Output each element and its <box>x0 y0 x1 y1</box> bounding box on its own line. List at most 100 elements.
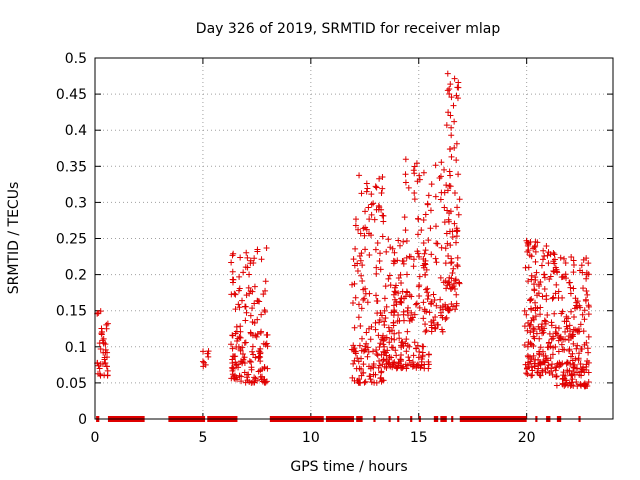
data-point <box>527 329 534 336</box>
data-point <box>453 239 460 246</box>
data-point <box>242 264 249 271</box>
data-point <box>572 295 579 302</box>
data-point <box>249 348 256 355</box>
data-point <box>349 374 356 381</box>
data-point <box>391 308 398 315</box>
data-point <box>363 329 370 336</box>
data-point <box>422 247 429 254</box>
data-point <box>553 382 560 389</box>
data-point <box>237 334 244 341</box>
data-point <box>241 369 248 376</box>
data-point <box>557 254 564 261</box>
data-point <box>373 270 380 277</box>
data-point <box>574 365 581 372</box>
data-point <box>232 359 239 366</box>
data-point <box>553 364 560 371</box>
data-point <box>542 318 549 325</box>
data-point <box>394 257 401 264</box>
data-point <box>428 328 435 335</box>
data-point <box>541 317 548 324</box>
data-point <box>452 276 459 283</box>
data-point <box>562 372 569 379</box>
data-point <box>543 243 550 250</box>
data-point <box>398 280 405 287</box>
data-point <box>448 132 455 139</box>
data-point <box>260 340 267 347</box>
data-point <box>431 324 438 331</box>
data-point <box>359 262 366 269</box>
data-point <box>368 201 375 208</box>
data-point <box>433 302 440 309</box>
data-point <box>246 290 253 297</box>
data-point <box>580 328 587 335</box>
data-point <box>403 336 410 343</box>
y-axis-label: SRMTID / TECUs <box>6 182 22 295</box>
data-point <box>448 275 455 282</box>
data-point <box>95 362 102 369</box>
data-point <box>104 372 111 379</box>
data-point <box>541 274 548 281</box>
data-point <box>416 348 423 355</box>
data-point <box>422 211 429 218</box>
data-point <box>581 316 588 323</box>
data-point <box>538 262 545 269</box>
data-point <box>428 251 435 258</box>
data-point <box>551 256 558 263</box>
data-point <box>562 336 569 343</box>
y-tick-label: 0.4 <box>65 123 87 139</box>
y-tick-label: 0.3 <box>65 195 87 211</box>
data-point <box>424 285 431 292</box>
data-point <box>403 254 410 261</box>
data-point <box>583 363 590 370</box>
data-point <box>399 339 406 346</box>
data-point <box>199 358 206 365</box>
data-point <box>438 159 445 166</box>
data-point <box>532 313 539 320</box>
data-point <box>362 246 369 253</box>
data-point <box>402 179 409 186</box>
data-point <box>552 343 559 350</box>
data-point <box>535 356 542 363</box>
data-point <box>570 340 577 347</box>
data-point <box>583 255 590 262</box>
data-point <box>233 374 240 381</box>
data-point <box>416 293 423 300</box>
data-point <box>360 361 367 368</box>
data-point <box>233 323 240 330</box>
data-point <box>453 302 460 309</box>
data-point <box>374 239 381 246</box>
data-point <box>555 337 562 344</box>
data-point <box>431 296 438 303</box>
data-point <box>373 379 380 386</box>
data-point <box>540 359 547 366</box>
data-point <box>251 300 258 307</box>
data-point <box>432 223 439 230</box>
data-point <box>425 292 432 299</box>
data-point <box>567 328 574 335</box>
data-point <box>450 265 457 272</box>
data-point <box>569 350 576 357</box>
data-point <box>376 358 383 365</box>
data-point <box>251 374 258 381</box>
data-point <box>372 326 379 333</box>
data-point <box>532 299 539 306</box>
data-point <box>259 373 266 380</box>
data-point <box>232 291 239 298</box>
data-point <box>390 257 397 264</box>
data-point <box>443 230 450 237</box>
data-point <box>533 330 540 337</box>
data-point <box>534 305 541 312</box>
data-point <box>448 94 455 101</box>
data-point <box>531 363 538 370</box>
data-point <box>446 182 453 189</box>
data-point <box>543 292 550 299</box>
data-point <box>235 287 242 294</box>
data-point <box>404 307 411 314</box>
data-point <box>405 304 412 311</box>
data-point <box>525 264 532 271</box>
data-point <box>566 346 573 353</box>
data-point <box>416 304 423 311</box>
data-point <box>406 253 413 260</box>
data-point <box>249 319 256 326</box>
data-point <box>540 247 547 254</box>
